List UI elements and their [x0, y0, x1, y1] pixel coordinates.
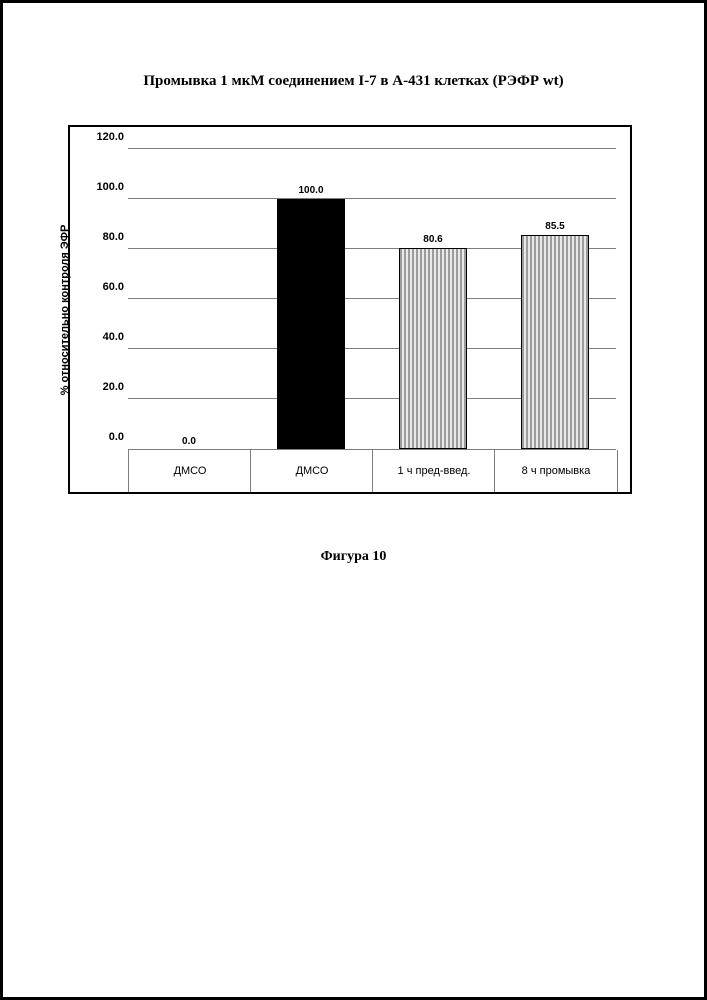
x-tick-label: 1 ч пред-введ. — [372, 450, 495, 492]
y-tick-label: 40.0 — [84, 331, 124, 343]
figure-caption: Фигура 10 — [58, 549, 649, 565]
bar-slot: 100.0 — [250, 149, 372, 449]
x-tick-label: 8 ч промывка — [494, 450, 618, 492]
x-axis-labels: ДМСОДМСО1 ч пред-введ.8 ч промывка — [128, 450, 616, 492]
y-axis-label: % относительно контроля ЭФР — [59, 224, 71, 395]
y-tick-label: 80.0 — [84, 231, 124, 243]
bar-slot: 80.6 — [372, 149, 494, 449]
y-tick-label: 60.0 — [84, 281, 124, 293]
bar: 100.0 — [277, 199, 345, 449]
bar-slot: 85.5 — [494, 149, 616, 449]
x-tick-label: ДМСО — [250, 450, 373, 492]
bar-value-label: 100.0 — [298, 185, 323, 196]
bar: 85.5 — [521, 235, 589, 449]
x-tick-label: ДМСО — [128, 450, 251, 492]
bar-value-label: 85.5 — [545, 221, 564, 232]
y-tick-label: 120.0 — [84, 131, 124, 143]
chart-frame: % относительно контроля ЭФР 0.020.040.06… — [68, 125, 632, 494]
y-tick-label: 100.0 — [84, 181, 124, 193]
plot-area: 0.020.040.060.080.0100.0120.00.0100.080.… — [128, 149, 616, 450]
y-tick-label: 20.0 — [84, 381, 124, 393]
bar: 80.6 — [399, 248, 467, 450]
chart-title: Промывка 1 мкМ соединением I-7 в A-431 к… — [58, 73, 649, 90]
bar-value-label: 0.0 — [182, 436, 196, 447]
bar-value-label: 80.6 — [423, 234, 442, 245]
bar-slot: 0.0 — [128, 149, 250, 449]
y-tick-label: 0.0 — [84, 431, 124, 443]
